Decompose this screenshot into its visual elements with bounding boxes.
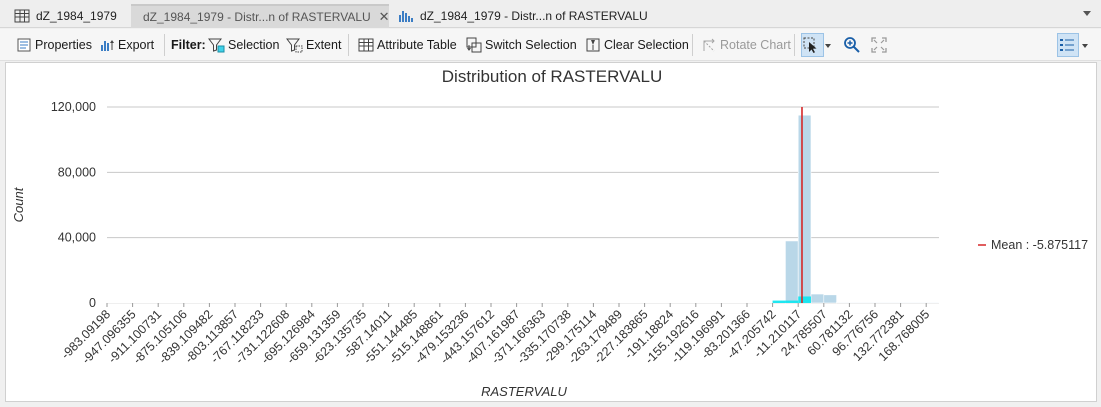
- filter-label: Filter:: [171, 38, 206, 52]
- toolbar-divider: [164, 34, 165, 56]
- filter-selection-label: Selection: [228, 38, 280, 52]
- x-axis-label: RASTERVALU: [481, 384, 567, 399]
- y-tick-label: 0: [89, 296, 96, 310]
- full-extent-icon: [871, 37, 887, 53]
- legend: Mean : -5.875117: [978, 238, 1088, 252]
- select-tool-button[interactable]: [801, 33, 824, 57]
- clear-selection-label: Clear Selection: [604, 38, 689, 52]
- properties-icon: [17, 38, 31, 52]
- tab-label: dZ_1984_1979: [36, 9, 117, 23]
- selected-bars: [772, 296, 811, 303]
- attribute-table-button[interactable]: Attribute Table: [358, 33, 457, 57]
- properties-label: Properties: [35, 38, 92, 52]
- close-icon[interactable]: ✕: [378, 9, 390, 24]
- filter-extent-button[interactable]: Extent: [286, 33, 341, 57]
- switch-selection-button[interactable]: Switch Selection: [466, 33, 577, 57]
- export-label: Export: [118, 38, 155, 52]
- chart-panel: Distribution of RASTERVALU 0 40,000 80,000…: [5, 62, 1097, 402]
- properties-button[interactable]: Properties: [16, 33, 92, 57]
- attribute-table-icon: [358, 38, 374, 52]
- histogram-bar: [797, 114, 812, 304]
- y-tick-label: 40,000: [58, 231, 96, 245]
- y-tick-label: 80,000: [58, 165, 96, 179]
- zoom-in-button[interactable]: [843, 33, 864, 57]
- histogram-bar: [836, 302, 940, 304]
- histogram-icon: [399, 11, 413, 22]
- rotate-chart-label: Rotate Chart: [720, 38, 791, 52]
- histogram-bar: [785, 240, 799, 304]
- toolbar-divider: [794, 34, 795, 56]
- chart-title: Distribution of RASTERVALU: [442, 67, 662, 86]
- zoom-in-icon: [844, 37, 860, 53]
- chart-toolbar: Properties Export Filter: Selection Exte…: [0, 29, 1101, 61]
- toolbar-divider: [692, 34, 693, 56]
- export-chart-icon: [101, 40, 114, 51]
- select-tool-dropdown-icon[interactable]: [825, 44, 831, 48]
- tab-attribute-table[interactable]: dZ_1984_1979: [8, 4, 123, 28]
- rotate-chart-button[interactable]: Rotate Chart: [701, 33, 791, 57]
- y-axis-label: Count: [11, 186, 26, 222]
- tab-overflow-dropdown-icon[interactable]: [1083, 11, 1091, 16]
- select-cursor-icon: [803, 37, 817, 53]
- filter-extent-label: Extent: [306, 38, 342, 52]
- tab-label: dZ_1984_1979 - Distr...n of RASTERVALU: [420, 9, 648, 23]
- histogram-bars: [106, 114, 940, 304]
- tab-distribution-active[interactable]: dZ_1984_1979 - Distr...n of RASTERVALU ✕: [131, 4, 390, 28]
- rotate-chart-icon: [703, 38, 715, 52]
- y-axis-tick-labels: 0 40,000 80,000 120,000: [51, 100, 96, 310]
- switch-selection-icon: [466, 37, 482, 53]
- histogram-bar: [823, 294, 837, 304]
- y-tick-label: 120,000: [51, 100, 96, 114]
- clear-selection-icon: [586, 38, 600, 52]
- tab-label: dZ_1984_1979 - Distr...n of RASTERVALU: [143, 10, 371, 24]
- table-icon: [14, 9, 30, 23]
- document-tab-strip: dZ_1984_1979 dZ_1984_1979 - Distr...n of…: [0, 0, 1101, 28]
- toolbar-divider: [348, 34, 349, 56]
- tab-distribution[interactable]: dZ_1984_1979 - Distr...n of RASTERVALU: [392, 4, 654, 28]
- switch-selection-label: Switch Selection: [485, 38, 577, 52]
- chart-elements-dropdown-icon[interactable]: [1082, 44, 1088, 48]
- selected-bar: [772, 300, 799, 303]
- histogram-chart[interactable]: Distribution of RASTERVALU 0 40,000 80,000…: [6, 63, 1098, 403]
- chart-elements-list-button[interactable]: [1057, 33, 1079, 57]
- selected-bar: [798, 296, 811, 303]
- x-axis: -983.09198-947.096355-911.100731-875.105…: [58, 303, 932, 367]
- attribute-table-label: Attribute Table: [377, 38, 457, 52]
- clear-selection-button[interactable]: Clear Selection: [585, 33, 689, 57]
- gridlines: [107, 106, 939, 304]
- filter-selection-icon: [208, 38, 225, 53]
- filter-selection-button[interactable]: Selection: [208, 33, 279, 57]
- legend-mean-label: Mean : -5.875117: [991, 238, 1088, 252]
- histogram-bar: [810, 293, 825, 304]
- full-extent-button[interactable]: [870, 33, 891, 57]
- list-icon: [1059, 39, 1074, 51]
- export-button[interactable]: Export: [99, 33, 154, 57]
- filter-extent-icon: [286, 38, 303, 53]
